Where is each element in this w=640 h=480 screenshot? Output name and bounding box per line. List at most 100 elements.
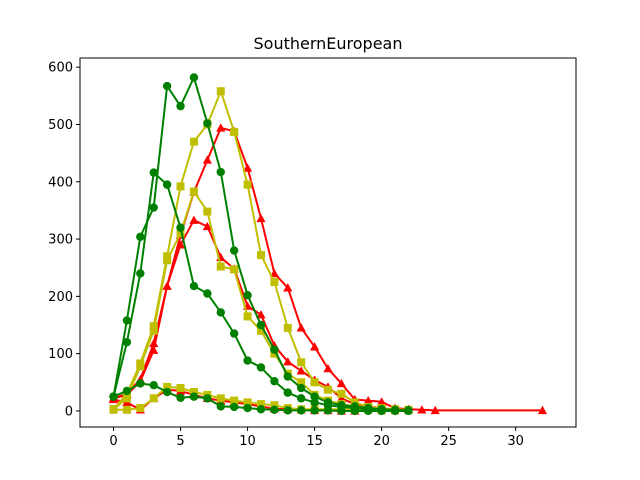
data-point xyxy=(256,213,266,223)
data-point xyxy=(149,338,159,348)
data-point xyxy=(136,232,145,241)
data-point xyxy=(176,384,185,393)
data-point xyxy=(256,326,265,335)
data-point xyxy=(296,406,306,415)
data-point xyxy=(336,378,347,388)
data-point xyxy=(176,101,185,111)
data-point xyxy=(149,380,158,390)
data-point xyxy=(203,119,212,128)
data-point xyxy=(337,406,346,416)
data-point xyxy=(243,403,252,413)
data-point xyxy=(363,396,373,405)
data-point xyxy=(109,392,118,401)
data-point xyxy=(189,388,198,397)
data-point xyxy=(310,378,319,387)
data-point xyxy=(243,398,252,407)
data-point xyxy=(283,283,293,292)
data-point xyxy=(297,378,306,387)
data-point xyxy=(296,394,306,403)
data-point xyxy=(189,187,198,196)
data-point xyxy=(136,362,145,371)
data-point xyxy=(337,389,346,398)
data-point xyxy=(203,394,212,403)
x-tick-label: 15 xyxy=(306,434,323,449)
data-point xyxy=(189,73,199,82)
data-point xyxy=(149,168,158,177)
data-point xyxy=(229,402,239,412)
series-9 xyxy=(109,379,413,416)
data-point xyxy=(243,180,252,189)
data-point xyxy=(270,376,279,386)
y-tick-label: 100 xyxy=(48,347,73,362)
y-tick-label: 600 xyxy=(48,61,73,76)
data-point xyxy=(189,392,199,401)
data-point xyxy=(189,281,199,291)
data-point xyxy=(122,394,131,403)
data-point xyxy=(162,180,172,189)
data-point xyxy=(417,405,427,414)
data-point xyxy=(202,155,212,164)
data-point xyxy=(242,163,253,172)
data-point xyxy=(256,251,265,260)
data-point xyxy=(176,223,185,232)
y-tick-label: 200 xyxy=(48,290,73,305)
data-point xyxy=(189,137,198,146)
data-point xyxy=(377,406,386,416)
data-point xyxy=(122,386,132,396)
data-point xyxy=(283,406,292,415)
data-point xyxy=(216,262,225,271)
data-point xyxy=(377,397,387,406)
data-point xyxy=(136,404,145,413)
series-8 xyxy=(109,168,413,415)
data-point xyxy=(163,382,172,391)
data-point xyxy=(296,383,306,393)
data-point xyxy=(270,401,279,410)
data-point xyxy=(203,207,212,216)
data-point xyxy=(216,123,226,132)
data-point xyxy=(163,256,172,265)
data-point xyxy=(176,229,185,238)
data-point xyxy=(122,405,131,414)
data-point xyxy=(216,167,225,177)
data-point xyxy=(162,387,172,397)
y-tick-label: 400 xyxy=(48,175,73,190)
data-point xyxy=(243,356,252,365)
data-point xyxy=(256,405,266,414)
data-point xyxy=(430,405,440,415)
x-tick-label: 10 xyxy=(239,434,256,449)
data-point xyxy=(243,312,252,321)
data-point xyxy=(283,372,292,381)
data-point xyxy=(310,398,319,407)
data-point xyxy=(270,405,279,415)
x-tick-label: 25 xyxy=(440,434,457,449)
data-point xyxy=(297,358,306,367)
data-point xyxy=(230,127,239,136)
data-point xyxy=(283,388,292,397)
data-point xyxy=(324,385,332,394)
data-point xyxy=(136,269,145,278)
data-point xyxy=(270,345,279,354)
data-point xyxy=(229,246,239,255)
data-point xyxy=(350,406,360,416)
data-point xyxy=(162,81,172,91)
data-point xyxy=(202,221,212,231)
data-point xyxy=(149,326,158,335)
data-point xyxy=(109,405,118,414)
chart-title: SouthernEuropean xyxy=(254,34,403,53)
data-point xyxy=(230,265,239,274)
data-point xyxy=(364,406,373,416)
data-point xyxy=(230,396,239,405)
data-point xyxy=(203,289,212,298)
data-point xyxy=(176,182,185,191)
data-point xyxy=(175,240,186,249)
data-point xyxy=(149,203,158,212)
data-point xyxy=(269,268,279,278)
data-point xyxy=(162,281,172,290)
data-point xyxy=(256,310,266,319)
data-point xyxy=(149,345,159,354)
y-tick-label: 500 xyxy=(48,118,73,133)
data-point xyxy=(216,308,225,317)
x-axis: 0 5 10 15 20 25 30 xyxy=(109,427,524,449)
